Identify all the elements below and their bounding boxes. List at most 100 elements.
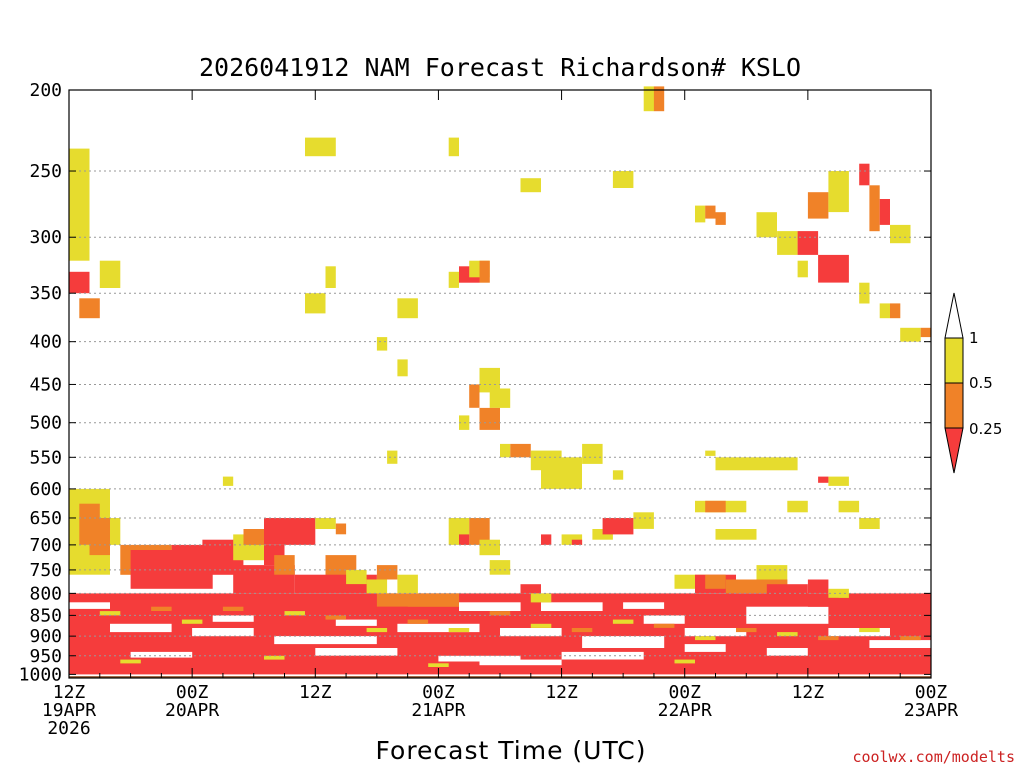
ri-cell <box>705 205 716 219</box>
ri-cell <box>397 298 418 319</box>
ri-gap <box>479 659 562 666</box>
ri-gap <box>582 636 665 648</box>
ri-cell <box>633 512 654 529</box>
colorbar-legend: 1 0.5 0.25 <box>944 292 1002 474</box>
y-tick-label: 550 <box>29 447 62 468</box>
colorbar-segment <box>944 382 964 429</box>
ri-cell <box>879 303 890 319</box>
ri-gap <box>130 651 193 658</box>
ri-cell <box>376 593 459 607</box>
ri-gap <box>335 619 377 626</box>
ri-cell <box>920 327 931 338</box>
x-tick-label: 00Z <box>668 682 701 703</box>
ri-cell <box>69 148 90 261</box>
ri-cell <box>222 476 234 486</box>
y-tick-label: 950 <box>29 646 62 667</box>
ri-cell <box>807 597 839 607</box>
ri-cell <box>448 137 459 157</box>
ri-gap <box>869 640 931 648</box>
ri-cell <box>838 500 860 513</box>
ri-cell <box>520 584 541 594</box>
ri-cell <box>756 565 788 580</box>
ri-cell <box>325 266 336 288</box>
colorbar-label: 0.5 <box>969 374 993 392</box>
ri-cell <box>222 606 244 611</box>
ri-cell <box>612 619 634 624</box>
ri-cell <box>541 534 552 545</box>
y-tick-label: 600 <box>29 479 62 500</box>
y-tick-label: 300 <box>29 227 62 248</box>
ri-cell <box>479 539 500 556</box>
ri-gap <box>69 602 110 609</box>
ri-gap <box>561 651 644 660</box>
ri-gap <box>192 628 254 637</box>
colorbar-top-triangle <box>944 292 964 339</box>
colorbar-label: 0.25 <box>969 420 1002 438</box>
ri-cell <box>99 260 121 288</box>
ri-cell <box>500 443 511 458</box>
ri-cell <box>366 579 388 594</box>
colorbar-segment <box>944 337 964 384</box>
ri-cell <box>428 663 449 667</box>
ri-cell <box>756 212 777 238</box>
ri-cell <box>766 584 808 598</box>
ri-cell <box>407 619 429 624</box>
ri-gap <box>541 602 603 611</box>
ri-gap <box>397 623 480 633</box>
ri-cell <box>602 518 634 535</box>
x-tick-label: 21APR <box>411 700 465 721</box>
credit-text: coolwx.com/modelts <box>852 748 1015 766</box>
ri-cell <box>274 555 295 575</box>
ri-cell <box>79 298 100 319</box>
ri-gap <box>684 628 747 637</box>
colorbar-bottom-triangle <box>944 427 964 474</box>
x-tick-label: 00Z <box>176 682 209 703</box>
x-tick-label: 12Z <box>299 682 332 703</box>
ri-gap <box>212 615 254 622</box>
ri-cell <box>448 271 459 288</box>
heatmap-cells <box>69 86 931 678</box>
x-tick-label: 19APR <box>42 700 96 721</box>
ri-cell <box>582 443 603 464</box>
ri-cell <box>787 500 808 513</box>
ri-cell <box>818 636 839 641</box>
ri-cell <box>325 615 346 620</box>
ri-cell <box>561 534 583 545</box>
ri-cell <box>541 457 582 489</box>
ri-cell <box>797 260 808 278</box>
ri-gap <box>684 644 726 652</box>
ri-cell <box>674 659 695 664</box>
ri-cell <box>859 628 880 633</box>
x-axis-label: Forecast Time (UTC) <box>376 736 647 765</box>
ri-cell <box>264 655 285 660</box>
ri-cell <box>243 529 264 545</box>
y-tick-label: 500 <box>29 413 62 434</box>
ri-cell <box>879 199 890 225</box>
y-tick-label: 750 <box>29 560 62 581</box>
ri-gap <box>315 648 398 656</box>
ri-cell <box>828 588 849 598</box>
ri-cell <box>489 388 511 408</box>
ri-cell <box>510 443 531 458</box>
grid-lines <box>69 170 931 657</box>
ri-cell <box>479 407 500 430</box>
ri-cell <box>736 628 757 633</box>
ri-cell <box>387 450 398 464</box>
ri-cell <box>335 523 347 535</box>
ri-cell <box>315 518 336 529</box>
ri-cell <box>376 565 398 580</box>
ri-cell <box>346 569 367 585</box>
ri-cell <box>305 137 336 157</box>
ri-gap <box>438 655 521 662</box>
ri-cell <box>612 171 634 188</box>
ri-cell <box>530 593 552 603</box>
ri-cell <box>489 560 511 575</box>
ri-cell <box>571 539 583 545</box>
ri-cell <box>181 619 203 624</box>
ri-cell <box>530 623 552 628</box>
ri-cell <box>705 450 716 456</box>
ri-gap <box>643 615 685 624</box>
ri-cell <box>612 470 624 480</box>
ri-cell <box>366 628 388 633</box>
ri-cell <box>376 337 388 351</box>
